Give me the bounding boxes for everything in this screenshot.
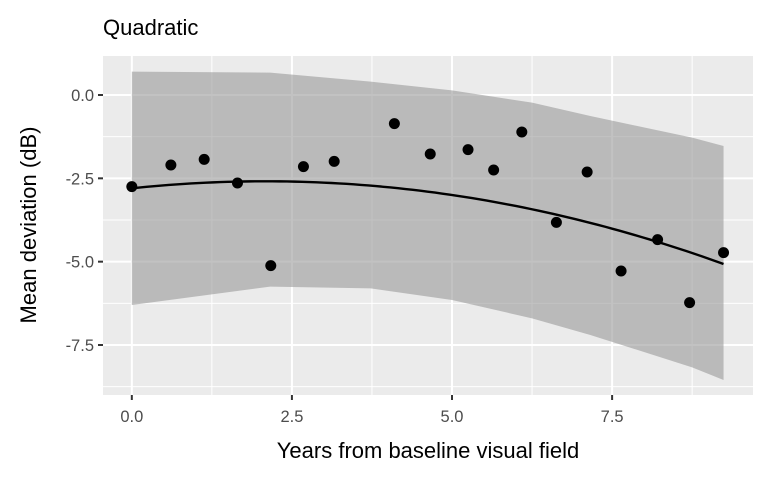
data-point [488,164,500,176]
data-point [550,216,562,228]
data-point [297,161,309,173]
data-point [198,153,210,165]
data-point [424,148,436,160]
confidence-band [131,71,724,381]
y-tick-label: -5.0 [66,254,94,272]
data-point [126,181,138,193]
data-point [165,159,177,171]
y-tick-label: 0.0 [71,87,94,105]
x-axis: 0.0 2.5 5.0 7.5 [120,395,624,426]
chart-title: Quadratic [103,15,198,40]
data-point [581,166,593,178]
data-point [684,297,696,309]
data-point [718,247,730,259]
x-tick-label: 2.5 [280,408,303,426]
data-point [265,260,277,272]
y-tick-label: -7.5 [66,337,94,355]
y-axis-title: Mean deviation (dB) [16,127,41,324]
data-point [388,118,400,130]
data-point [328,155,340,167]
x-tick-label: 7.5 [601,408,624,426]
data-point [516,126,528,138]
fit-line [131,180,724,266]
y-axis: 0.0 -2.5 -5.0 -7.5 [66,87,103,355]
data-point [231,177,243,189]
y-tick-label: -2.5 [66,170,94,188]
data-points [126,118,730,309]
x-tick-label: 5.0 [441,408,464,426]
x-tick-label: 0.0 [120,408,143,426]
data-point [652,234,664,246]
data-point [615,265,627,277]
x-axis-title: Years from baseline visual field [277,438,579,463]
data-point [462,144,474,156]
